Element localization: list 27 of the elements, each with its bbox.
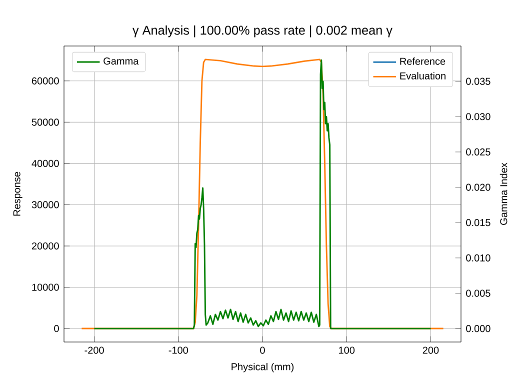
y-tick-label: 0 [54, 324, 59, 332]
y-axis-title: Response [13, 172, 22, 216]
y-tick-label: 60000 [32, 77, 59, 84]
y-tick-label: 30000 [32, 201, 59, 208]
y-tick-label: 40000 [32, 160, 59, 167]
y2-axis-title: Gamma Index [500, 162, 508, 225]
legend-label: Gamma [104, 58, 139, 65]
y2-tick-label: 0.015 [466, 219, 490, 226]
y2-tick-label: 0.000 [466, 325, 490, 332]
y2-tick-label: 0.030 [466, 113, 490, 120]
y-tick-label: 20000 [32, 242, 59, 250]
y-tick-label: 10000 [32, 284, 59, 291]
legend-label: Reference [400, 58, 446, 65]
x-tick-label: -100 [168, 346, 188, 354]
x-tick-label: 100 [339, 346, 355, 354]
y2-tick-label: 0.035 [466, 78, 490, 85]
x-tick-label: 200 [422, 346, 439, 354]
legend-label: Evaluation [400, 72, 446, 80]
x-tick-label: -200 [84, 346, 104, 354]
x-axis-title: Physical (mm) [232, 362, 294, 372]
chart-title: γ Analysis | 100.00% pass rate | 0.002 mean γ [132, 25, 392, 38]
y2-tick-label: 0.005 [466, 290, 490, 297]
y2-tick-label: 0.025 [466, 148, 490, 156]
x-tick-label: 0 [260, 346, 265, 354]
y2-tick-label: 0.010 [466, 254, 490, 262]
y2-tick-label: 0.020 [466, 184, 490, 191]
y-tick-label: 50000 [32, 118, 59, 126]
